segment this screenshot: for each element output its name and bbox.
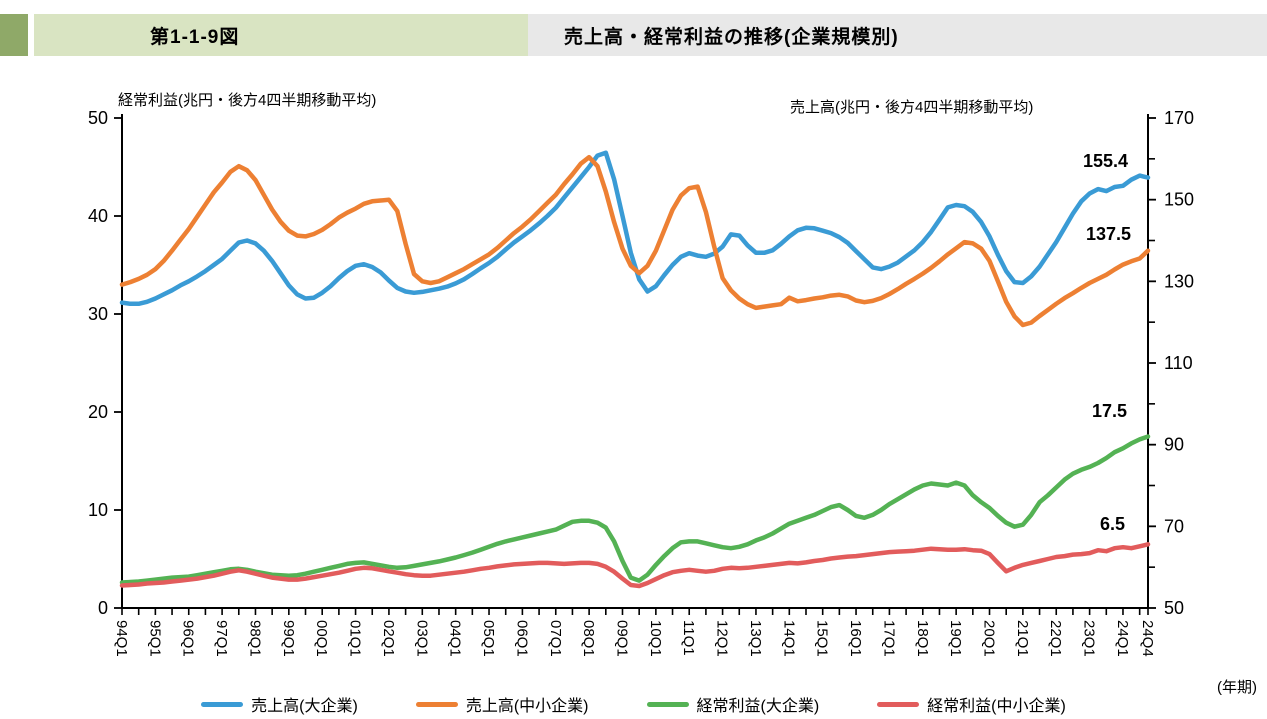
left-axis-tick-label: 50 [88, 108, 108, 128]
legend-swatch-sales-large [201, 701, 244, 707]
left-axis-tick-label: 30 [88, 304, 108, 324]
left-axis-tick-label: 0 [98, 598, 108, 618]
right-axis-tick-label: 110 [1164, 353, 1193, 373]
x-axis-tick-label: 10Q1 [647, 620, 664, 657]
figure-number: 第1-1-9図 [150, 26, 240, 48]
x-axis-tick-label: 03Q1 [413, 620, 430, 657]
legend-label-profit-sme: 経常利益(中小企業) [927, 698, 1066, 715]
right-axis-tick-label: 70 [1164, 516, 1184, 536]
end-label-sales-large: 155.4 [1083, 151, 1129, 171]
left-axis-tick-label: 10 [88, 500, 108, 520]
x-axis-tick-label: 00Q1 [313, 620, 330, 657]
end-label-sales-sme: 137.5 [1086, 224, 1132, 244]
right-axis-title: 売上高(兆円・後方4四半期移動平均) [790, 99, 1034, 116]
x-axis-tick-label: 97Q1 [213, 620, 230, 657]
end-label-profit-sme: 6.5 [1100, 514, 1126, 534]
x-axis-tick-label: 24Q4 [1139, 620, 1156, 657]
series-line-2 [119, 434, 1151, 585]
x-axis-tick-label: 19Q1 [947, 620, 964, 657]
left-axis-tick-label: 40 [88, 206, 108, 226]
left-axis-title: 経常利益(兆円・後方4四半期移動平均) [118, 92, 377, 109]
x-axis-tick-label: 08Q1 [580, 620, 597, 657]
x-axis-tick-label: 14Q1 [780, 620, 797, 657]
x-axis-tick-label: 04Q1 [447, 620, 464, 657]
x-axis-tick-label: 98Q1 [246, 620, 263, 657]
right-axis-tick-label: 130 [1164, 271, 1194, 291]
figure-title-bar: 売上高・経常利益の推移(企業規模別) [528, 14, 1267, 56]
x-axis-tick-label: 13Q1 [747, 620, 764, 657]
x-axis-tick-label: 96Q1 [180, 620, 197, 657]
x-axis-tick-label: 24Q1 [1114, 620, 1131, 657]
x-axis-tick-label: 06Q1 [513, 620, 530, 657]
legend-label-profit-large: 経常利益(大企業) [696, 698, 820, 715]
figure-header: 第1-1-9図 売上高・経常利益の推移(企業規模別) [0, 14, 1267, 56]
x-axis-tick-label: 16Q1 [847, 620, 864, 657]
x-axis-tick-label: 23Q1 [1081, 620, 1098, 657]
series-line-0 [119, 150, 1151, 307]
x-axis-tick-label: 20Q1 [981, 620, 998, 657]
series-line-3 [119, 542, 1151, 589]
figure-number-badge: 第1-1-9図 [34, 14, 528, 56]
header-accent-bar [0, 14, 28, 56]
legend-label-sales-sme: 売上高(中小企業) [465, 698, 589, 715]
x-axis-tick-label: 15Q1 [814, 620, 831, 657]
x-axis-tick-label: 95Q1 [146, 620, 163, 657]
x-axis-tick-label: 18Q1 [914, 620, 931, 657]
x-axis-tick-label: 12Q1 [714, 620, 731, 657]
x-axis-tick-label: 02Q1 [380, 620, 397, 657]
x-axis-tick-label: 22Q1 [1047, 620, 1064, 657]
right-axis-tick-label: 90 [1164, 435, 1184, 455]
x-axis-tick-label: 17Q1 [880, 620, 897, 657]
right-axis-tick-label: 50 [1164, 598, 1184, 618]
legend-item-sales-large: 売上高(大企業) [201, 692, 358, 716]
x-axis-tick-label: 94Q1 [113, 620, 130, 657]
legend-swatch-profit-large [646, 701, 689, 707]
legend-label-sales-large: 売上高(大企業) [251, 698, 358, 715]
legend-item-profit-large: 経常利益(大企業) [646, 692, 820, 716]
legend-swatch-profit-sme [877, 701, 920, 707]
x-axis-unit-note: (年期) [1217, 679, 1257, 696]
chart-legend: 売上高(大企業) 売上高(中小企業) 経常利益(大企業) 経常利益(中小企業) [0, 692, 1267, 716]
right-axis-tick-label: 170 [1164, 108, 1194, 128]
right-axis-tick-label: 150 [1164, 190, 1194, 210]
x-axis-tick-label: 05Q1 [480, 620, 497, 657]
series-line-1 [119, 154, 1151, 328]
x-axis-tick-label: 99Q1 [280, 620, 297, 657]
x-axis-tick-label: 21Q1 [1014, 620, 1031, 657]
x-axis-tick-label: 07Q1 [547, 620, 564, 657]
legend-item-profit-sme: 経常利益(中小企業) [877, 692, 1066, 716]
legend-swatch-sales-sme [415, 701, 458, 707]
x-axis-tick-label: 01Q1 [347, 620, 364, 657]
left-axis-tick-label: 20 [88, 402, 108, 422]
line-chart: 経常利益(兆円・後方4四半期移動平均) 売上高(兆円・後方4四半期移動平均) 0… [0, 56, 1267, 719]
x-axis-tick-label: 09Q1 [613, 620, 630, 657]
legend-item-sales-sme: 売上高(中小企業) [415, 692, 589, 716]
figure-title: 売上高・経常利益の推移(企業規模別) [564, 26, 899, 48]
end-label-profit-large: 17.5 [1092, 401, 1128, 421]
plot-canvas: 0 10 20 30 40 50 50 70 90 110 130 150 170 94Q1 95Q1 96Q… [88, 108, 1194, 657]
x-axis-tick-label: 11Q1 [680, 620, 697, 656]
